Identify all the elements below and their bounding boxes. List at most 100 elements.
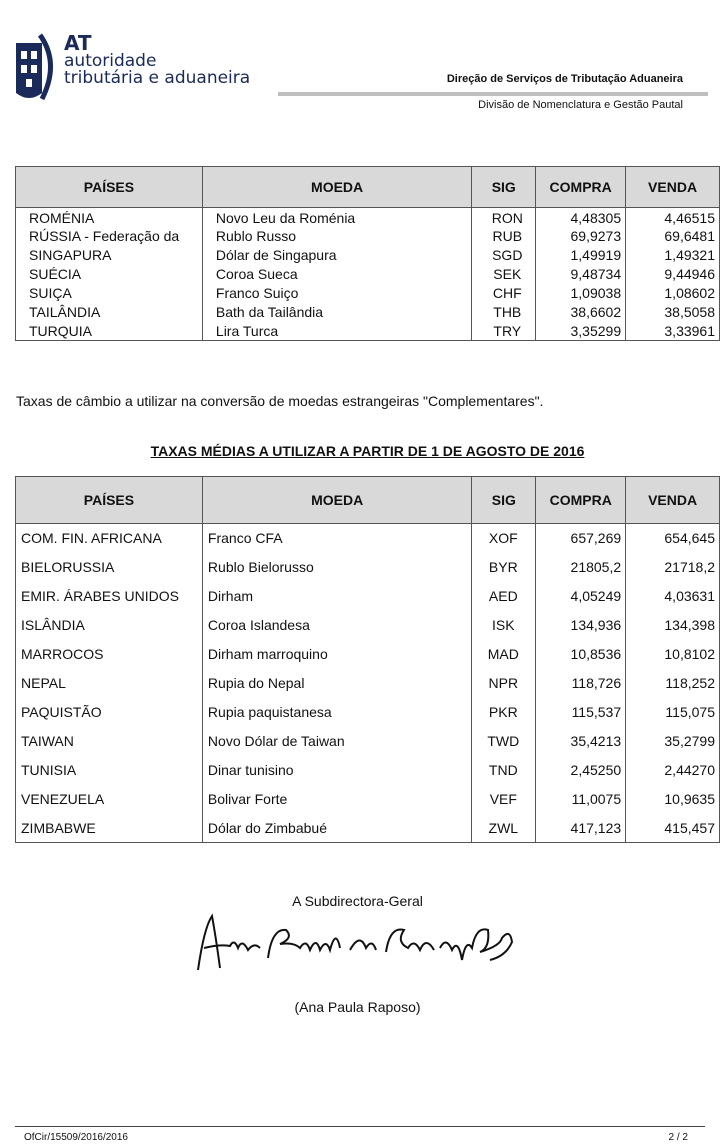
table-cell: SUÉCIA bbox=[15, 264, 203, 284]
table-cell: Coroa Sueca bbox=[201, 264, 473, 284]
header-divider bbox=[278, 92, 708, 96]
table-cell: SUIÇA bbox=[15, 283, 203, 303]
table-cell: CHF bbox=[471, 283, 537, 303]
table-cell: ZWL bbox=[471, 813, 537, 843]
column-header: SIG bbox=[471, 476, 537, 524]
table-cell: XOF bbox=[471, 523, 537, 553]
table-row: EMIR. ÁRABES UNIDOS Dirham AED 4,05249 4,036… bbox=[15, 581, 720, 611]
table-cell: TND bbox=[471, 755, 537, 785]
column-header: VENDA bbox=[625, 476, 720, 524]
column-header: MOEDA bbox=[201, 476, 473, 524]
table-cell: Franco Suiço bbox=[201, 283, 473, 303]
table-cell: 35,2799 bbox=[625, 726, 720, 756]
table-row: NEPAL Rupia do Nepal NPR 118,726 118,252 bbox=[15, 668, 720, 698]
table-cell: 21718,2 bbox=[625, 552, 720, 582]
table-cell: 35,4213 bbox=[535, 726, 627, 756]
table-cell: 10,9635 bbox=[625, 784, 720, 814]
table-cell: ISLÂNDIA bbox=[15, 610, 203, 640]
table-row: RÚSSIA - Federação da Rublo Russo RUB 69,92… bbox=[15, 226, 720, 246]
table-cell: THB bbox=[471, 302, 537, 322]
table-cell: 10,8102 bbox=[625, 639, 720, 669]
table-cell: Dirham bbox=[201, 581, 473, 611]
table-cell: RUB bbox=[471, 226, 537, 246]
table2-title: TAXAS MÉDIAS A UTILIZAR A PARTIR DE 1 DE… bbox=[150, 443, 585, 459]
table-row: ISLÂNDIA Coroa Islandesa ISK 134,936 134,398 bbox=[15, 610, 720, 640]
table-cell: TWD bbox=[471, 726, 537, 756]
table-cell: Bath da Tailândia bbox=[201, 302, 473, 322]
table-cell: COM. FIN. AFRICANA bbox=[15, 523, 203, 553]
table-cell: RON bbox=[471, 207, 537, 227]
table-cell: ROMÉNIA bbox=[15, 207, 203, 227]
table-cell: 2,45250 bbox=[535, 755, 627, 785]
table-cell: 38,5058 bbox=[625, 302, 720, 322]
column-header: MOEDA bbox=[201, 166, 473, 208]
table-cell: 11,0075 bbox=[535, 784, 627, 814]
table-cell: TAIWAN bbox=[15, 726, 203, 756]
table-cell: Novo Leu da Roménia bbox=[201, 207, 473, 227]
note-text: Taxas de câmbio a utilizar na conversão … bbox=[16, 393, 544, 409]
table-cell: 4,03631 bbox=[625, 581, 720, 611]
table-cell: 417,123 bbox=[535, 813, 627, 843]
table-row: SUIÇA Franco Suiço CHF 1,09038 1,08602 bbox=[15, 283, 720, 303]
table-row: COM. FIN. AFRICANA Franco CFA XOF 657,269 65… bbox=[15, 523, 720, 553]
table-cell: AED bbox=[471, 581, 537, 611]
table-cell: 654,645 bbox=[625, 523, 720, 553]
table-cell: Bolivar Forte bbox=[201, 784, 473, 814]
table-cell: PKR bbox=[471, 697, 537, 727]
table-cell: 134,936 bbox=[535, 610, 627, 640]
table-cell: NEPAL bbox=[15, 668, 203, 698]
table-cell: 69,9273 bbox=[535, 226, 627, 246]
handwritten-signature bbox=[197, 913, 514, 971]
column-header: VENDA bbox=[625, 166, 720, 208]
table-cell: Rupia do Nepal bbox=[201, 668, 473, 698]
table-cell: SEK bbox=[471, 264, 537, 284]
table-cell: 1,08602 bbox=[625, 283, 720, 303]
table-cell: Dólar de Singapura bbox=[201, 245, 473, 265]
table-row: TUNISIA Dinar tunisino TND 2,45250 2,44270 bbox=[15, 755, 720, 785]
table-cell: Dinar tunisino bbox=[201, 755, 473, 785]
page-number: 2 / 2 bbox=[668, 1132, 688, 1143]
table-cell: 3,35299 bbox=[535, 321, 627, 341]
table-cell: 2,44270 bbox=[625, 755, 720, 785]
table-row: PAQUISTÃO Rupia paquistanesa PKR 115,537 115… bbox=[15, 697, 720, 727]
table-cell: EMIR. ÁRABES UNIDOS bbox=[15, 581, 203, 611]
at-logo: AT autoridade tributária e aduaneira bbox=[12, 33, 272, 103]
column-header: SIG bbox=[471, 166, 537, 208]
table-cell: Coroa Islandesa bbox=[201, 610, 473, 640]
table-cell: Rublo Russo bbox=[201, 226, 473, 246]
table-row: ROMÉNIA Novo Leu da Roménia RON 4,48305 4,46… bbox=[15, 207, 720, 227]
table-cell: TUNISIA bbox=[15, 755, 203, 785]
table-row: TURQUIA Lira Turca TRY 3,35299 3,33961 bbox=[15, 321, 720, 341]
table-cell: 9,48734 bbox=[535, 264, 627, 284]
table-cell: PAQUISTÃO bbox=[15, 697, 203, 727]
table-row: SUÉCIA Coroa Sueca SEK 9,48734 9,44946 bbox=[15, 264, 720, 284]
table-row: SINGAPURA Dólar de Singapura SGD 1,49919 1,4… bbox=[15, 245, 720, 265]
rates-table-2: PAÍSES MOEDA SIG COMPRA VENDA COM. FIN. AFRIC… bbox=[15, 476, 720, 843]
table-cell: 415,457 bbox=[625, 813, 720, 843]
column-header: COMPRA bbox=[535, 476, 627, 524]
footer-divider bbox=[15, 1126, 705, 1127]
table-cell: TAILÂNDIA bbox=[15, 302, 203, 322]
direction-name: Direção de Serviços de Tributação Aduane… bbox=[446, 73, 683, 85]
table-cell: 657,269 bbox=[535, 523, 627, 553]
table-cell: 69,6481 bbox=[625, 226, 720, 246]
table-cell: BIELORUSSIA bbox=[15, 552, 203, 582]
coat-of-arms-icon bbox=[16, 33, 53, 101]
table-cell: 3,33961 bbox=[625, 321, 720, 341]
table-cell: SINGAPURA bbox=[15, 245, 203, 265]
division-name: Divisão de Nomenclatura e Gestão Pautal bbox=[478, 99, 683, 111]
table-cell: 4,05249 bbox=[535, 581, 627, 611]
table-cell: MARROCOS bbox=[15, 639, 203, 669]
table-cell: ZIMBABWE bbox=[15, 813, 203, 843]
table-cell: Franco CFA bbox=[201, 523, 473, 553]
table-cell: 134,398 bbox=[625, 610, 720, 640]
table-cell: 1,49919 bbox=[535, 245, 627, 265]
table-row: TAIWAN Novo Dólar de Taiwan TWD 35,4213 35,2… bbox=[15, 726, 720, 756]
table-cell: SGD bbox=[471, 245, 537, 265]
table-cell: 118,252 bbox=[625, 668, 720, 698]
table-row: TAILÂNDIA Bath da Tailândia THB 38,6602 38,5… bbox=[15, 302, 720, 322]
table-cell: 4,46515 bbox=[625, 207, 720, 227]
column-header: PAÍSES bbox=[15, 476, 203, 524]
table-cell: 21805,2 bbox=[535, 552, 627, 582]
table-cell: 9,44946 bbox=[625, 264, 720, 284]
